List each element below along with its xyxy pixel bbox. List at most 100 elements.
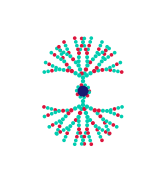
Circle shape bbox=[78, 90, 82, 95]
Circle shape bbox=[112, 112, 116, 115]
Circle shape bbox=[74, 118, 78, 122]
Circle shape bbox=[65, 126, 69, 130]
Circle shape bbox=[97, 63, 101, 67]
Circle shape bbox=[51, 64, 54, 68]
Circle shape bbox=[65, 53, 69, 56]
Circle shape bbox=[101, 109, 105, 113]
Circle shape bbox=[94, 54, 98, 58]
Circle shape bbox=[116, 70, 120, 73]
Circle shape bbox=[108, 66, 112, 70]
Circle shape bbox=[74, 60, 78, 64]
Circle shape bbox=[53, 53, 56, 57]
Circle shape bbox=[82, 107, 87, 111]
Circle shape bbox=[82, 88, 86, 92]
Circle shape bbox=[83, 91, 88, 96]
Circle shape bbox=[83, 44, 86, 48]
Circle shape bbox=[103, 121, 107, 125]
Circle shape bbox=[44, 61, 47, 64]
Circle shape bbox=[93, 108, 97, 112]
Circle shape bbox=[116, 106, 120, 110]
Circle shape bbox=[65, 47, 69, 51]
Circle shape bbox=[80, 88, 84, 92]
Circle shape bbox=[105, 109, 109, 113]
Circle shape bbox=[77, 59, 81, 63]
Circle shape bbox=[97, 131, 101, 135]
Circle shape bbox=[86, 94, 89, 98]
Circle shape bbox=[57, 45, 61, 49]
Circle shape bbox=[89, 106, 93, 111]
Circle shape bbox=[50, 107, 53, 111]
Circle shape bbox=[94, 124, 98, 128]
Circle shape bbox=[95, 66, 99, 70]
Circle shape bbox=[43, 115, 46, 118]
Circle shape bbox=[85, 63, 90, 67]
Circle shape bbox=[100, 40, 104, 44]
Circle shape bbox=[87, 135, 91, 139]
Circle shape bbox=[59, 57, 63, 61]
Circle shape bbox=[62, 50, 65, 54]
Circle shape bbox=[82, 71, 87, 76]
Circle shape bbox=[89, 36, 93, 40]
Circle shape bbox=[73, 142, 77, 146]
Circle shape bbox=[81, 40, 85, 44]
Circle shape bbox=[101, 128, 104, 132]
Circle shape bbox=[85, 55, 89, 59]
Circle shape bbox=[97, 47, 101, 51]
Circle shape bbox=[106, 128, 110, 132]
Circle shape bbox=[112, 69, 116, 73]
Circle shape bbox=[103, 57, 107, 61]
Circle shape bbox=[108, 68, 112, 72]
Circle shape bbox=[88, 40, 92, 44]
Circle shape bbox=[67, 111, 70, 115]
Circle shape bbox=[85, 115, 90, 119]
Circle shape bbox=[62, 40, 66, 44]
Circle shape bbox=[83, 90, 87, 94]
Circle shape bbox=[46, 106, 50, 110]
Circle shape bbox=[56, 128, 60, 132]
Circle shape bbox=[120, 105, 124, 109]
Circle shape bbox=[57, 109, 61, 113]
Circle shape bbox=[75, 44, 79, 47]
Circle shape bbox=[86, 86, 90, 89]
Circle shape bbox=[88, 118, 92, 122]
Circle shape bbox=[64, 135, 67, 139]
Circle shape bbox=[83, 87, 88, 91]
Circle shape bbox=[80, 83, 83, 87]
Circle shape bbox=[84, 48, 87, 51]
Circle shape bbox=[83, 83, 87, 87]
Circle shape bbox=[110, 53, 113, 57]
Circle shape bbox=[89, 142, 93, 146]
Circle shape bbox=[62, 68, 66, 72]
Circle shape bbox=[58, 125, 61, 128]
Circle shape bbox=[76, 47, 80, 51]
Circle shape bbox=[120, 115, 123, 118]
Circle shape bbox=[71, 57, 75, 61]
Circle shape bbox=[112, 64, 115, 68]
Circle shape bbox=[88, 60, 92, 64]
Circle shape bbox=[62, 128, 65, 132]
Circle shape bbox=[97, 53, 101, 56]
Circle shape bbox=[81, 88, 85, 92]
Circle shape bbox=[67, 128, 71, 132]
Circle shape bbox=[76, 115, 81, 119]
Circle shape bbox=[77, 51, 81, 55]
Circle shape bbox=[86, 131, 90, 135]
Circle shape bbox=[68, 54, 72, 58]
Circle shape bbox=[79, 71, 84, 76]
Circle shape bbox=[74, 40, 78, 44]
Circle shape bbox=[79, 89, 83, 93]
Circle shape bbox=[78, 67, 82, 72]
Circle shape bbox=[75, 89, 79, 92]
Circle shape bbox=[84, 131, 87, 135]
Circle shape bbox=[50, 69, 54, 73]
Circle shape bbox=[81, 86, 86, 90]
Circle shape bbox=[56, 55, 60, 59]
Circle shape bbox=[50, 112, 54, 115]
Circle shape bbox=[64, 114, 68, 118]
Circle shape bbox=[88, 139, 92, 142]
Circle shape bbox=[95, 128, 99, 132]
Circle shape bbox=[81, 138, 85, 142]
Circle shape bbox=[59, 121, 63, 125]
Circle shape bbox=[79, 95, 82, 99]
Circle shape bbox=[62, 139, 66, 142]
